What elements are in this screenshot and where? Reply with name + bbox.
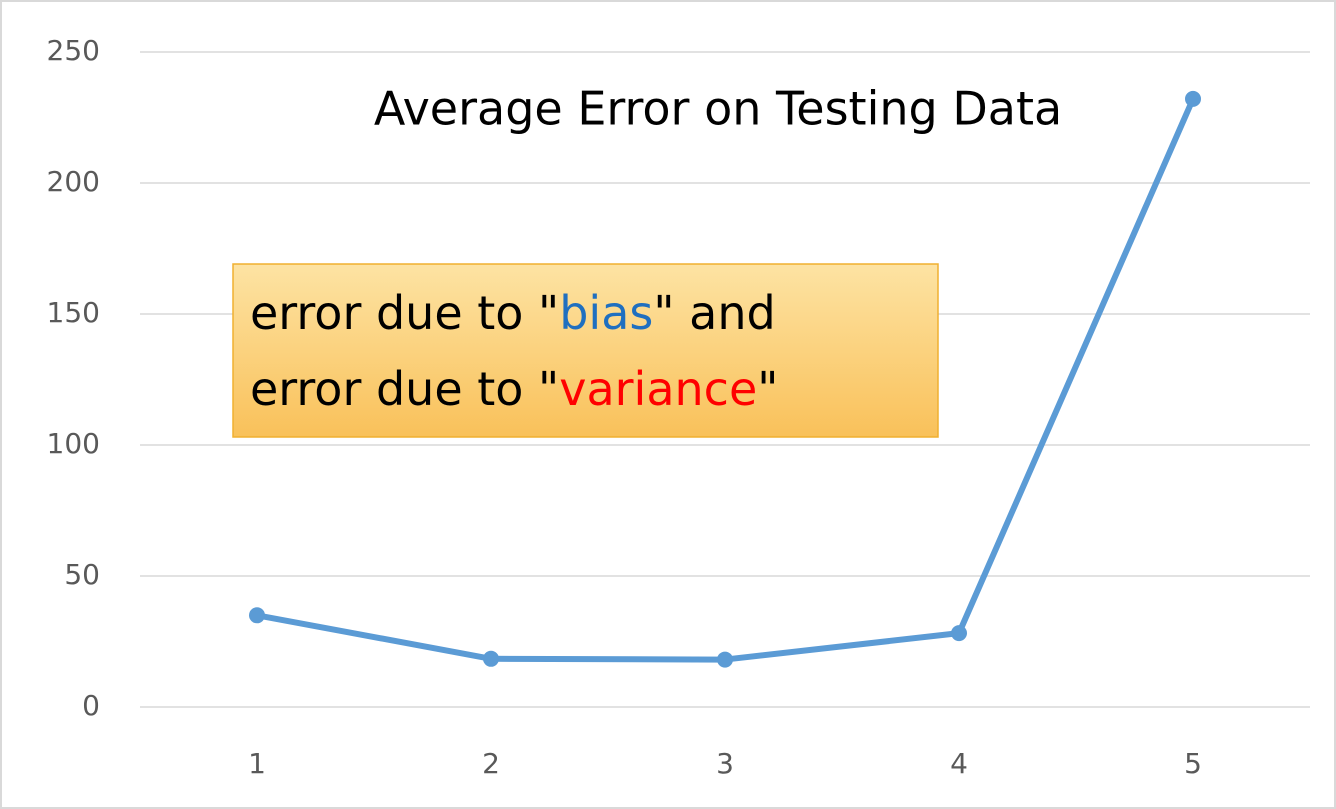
annotation-text: error due to " xyxy=(250,286,559,340)
y-tick-label: 50 xyxy=(64,558,100,591)
x-tick-label: 2 xyxy=(482,747,500,780)
annotation-line: error due to "bias" and xyxy=(250,286,776,340)
annotation-box xyxy=(232,263,939,438)
point xyxy=(717,651,733,668)
x-tick-label: 4 xyxy=(950,747,968,780)
annotation-text: bias xyxy=(559,286,653,340)
annotation-text: " and xyxy=(653,286,775,340)
annotation-line: error due to "variance" xyxy=(250,362,778,416)
x-tick-label: 5 xyxy=(1184,747,1202,780)
point xyxy=(249,607,265,624)
annotation-text: variance xyxy=(559,362,757,416)
y-tick-label: 0 xyxy=(82,689,100,722)
chart-title: Average Error on Testing Data xyxy=(374,82,1062,136)
x-tick-label: 3 xyxy=(716,747,734,780)
y-tick-label: 150 xyxy=(47,296,100,329)
point xyxy=(951,625,967,642)
grid: 0 50 100 150 200 250 1 2 3 4 5 xyxy=(47,34,1310,780)
y-tick-label: 200 xyxy=(47,165,100,198)
point xyxy=(1185,90,1201,107)
plot xyxy=(249,90,1201,668)
point xyxy=(483,650,499,667)
y-tick-label: 250 xyxy=(47,34,100,67)
annotation-text: error due to " xyxy=(250,362,559,416)
x-tick-label: 1 xyxy=(248,747,266,780)
annotation-text: " xyxy=(757,362,778,416)
y-tick-label: 100 xyxy=(47,427,100,460)
